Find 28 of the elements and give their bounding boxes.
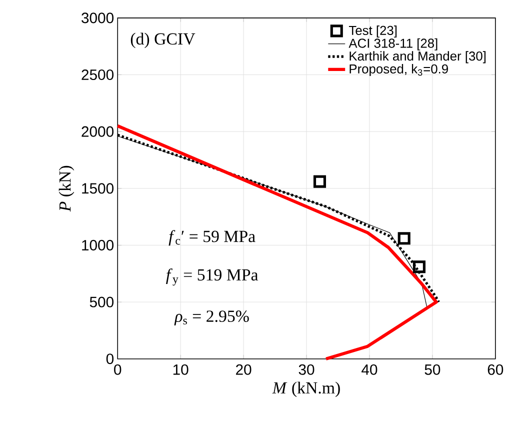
point — [412, 260, 426, 274]
y-axis-title: P (kN) — [58, 166, 74, 212]
y-tick-label: 500 — [90, 296, 114, 308]
point — [398, 232, 410, 245]
annotation: f$_{y}$ = 519 MPa — [166, 268, 258, 286]
x-tick-label: 10 — [173, 364, 188, 376]
legend-label: ACI 318-11 [28] — [348, 38, 438, 51]
y-tick-label: 1000 — [82, 240, 114, 251]
x-tick-label: 20 — [236, 364, 252, 376]
x-axis-title: M (kN.m) — [272, 382, 340, 398]
x-tick-label: 0 — [114, 364, 122, 376]
annotation: f$_{c}$′ = 59 MPa — [168, 230, 256, 246]
y-tick-label: 0 — [106, 354, 114, 364]
legend-label: Proposed, k$_{3}$=0.9 — [350, 64, 448, 76]
legend-label: Karthik and Mander [30] — [350, 51, 486, 64]
x-tick-label: 40 — [362, 364, 378, 376]
x-tick-label: 50 — [424, 364, 440, 376]
y-tick-label: 2500 — [82, 70, 114, 80]
y-tick-label: 2000 — [82, 126, 114, 138]
point — [313, 175, 326, 188]
legend-label: Test [23] — [348, 26, 397, 38]
y-tick-label: 1500 — [82, 183, 114, 194]
y-tick-label: 3000 — [82, 12, 114, 24]
x-tick-label: 30 — [298, 364, 314, 376]
annotation: (d) GCIV — [130, 32, 196, 48]
x-tick-label: 60 — [488, 364, 504, 376]
line-series — [116, 124, 438, 361]
annotation: ρ$_{s}$ = 2.95% — [174, 310, 249, 326]
